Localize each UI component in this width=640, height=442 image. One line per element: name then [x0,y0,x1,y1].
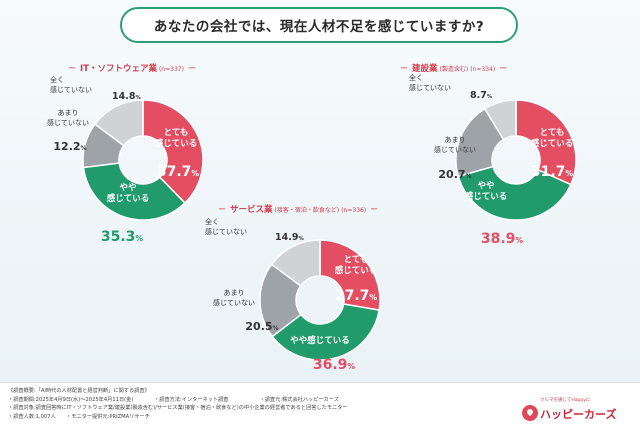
label-totemo: とても [164,128,189,138]
label-mattaku: 全く [205,217,219,226]
dash-left: ー [68,64,76,73]
value-totemo: 31.7% [531,164,574,180]
title-banner: あなたの会社では、現在人材不足を感じていますか? [120,7,518,43]
label-yaya: 感じている [465,191,508,202]
note-line: ・調査期間:2025年4月9日(水)〜2025年4月11日(金) ・調査方法:イ… [8,396,339,403]
dash-right: ー [499,64,508,73]
company-logo: クルマを通じてHappyに ハッピーカーズ [520,397,632,431]
header-service-sub: (接客・宿泊・飲食など) [274,207,340,214]
label-totemo: 感じている [155,138,198,149]
slice-mattaku [93,99,144,147]
label-amari: 感じていない [434,145,476,154]
slice-totemo [319,239,381,311]
label-totemo: とても [540,128,565,138]
label-mattaku: 感じていない [409,83,451,92]
note-line: ・調査人数:1,007人 ・モニター提供元:PRIZMAリサーチ [8,413,150,420]
note-line: ・調査対象:調査回答時にIT・ソフトウェア業/建設業(製造含む)/サービス業(接… [8,405,348,411]
label-yaya: やや [119,182,136,193]
label-amari: 感じていない [47,118,89,127]
slice-mattaku [483,99,517,141]
value-mattaku: 14.9% [275,232,304,243]
label-mattaku: 感じていない [205,227,247,236]
survey-notes: 《調査概要:「AI時代の人材配置と経営判断」に関する調査》 ・調査期間:2025… [8,387,348,421]
value-totemo: 37.7% [157,164,200,180]
header-service-n: (n=336) [341,207,367,214]
dash-left: ー [400,64,408,73]
slice-amari [455,107,505,178]
label-amari: あまり [58,109,79,117]
header-construction-sub: (製造含む) [439,66,469,73]
label-totemo: 感じている [335,265,378,276]
value-amari: 20.5% [245,320,278,333]
slice-mattaku [270,239,321,287]
slice-totemo [142,99,204,205]
dash-left: ー [218,205,226,214]
header-it-n: (n=337) [158,66,184,73]
slice-yaya [457,165,572,221]
label-mattaku: 全く [409,73,423,82]
page-title: あなたの会社では、現在人材不足を感じていますか? [153,19,485,35]
value-yaya: 38.9% [481,231,524,247]
header-it-name: IT・ソフトウェア業 [80,64,157,74]
dash-right: ー [370,205,379,214]
header-construction-name: 建設業 [412,64,438,74]
label-mattaku: 全く [50,75,64,84]
label-amari: あまり [224,289,245,297]
header-it: ー IT・ソフトウェア業 (n=337) ー [64,62,200,74]
slice-yaya [271,303,381,361]
value-amari: 12.2% [53,140,86,153]
value-mattaku: 8.7% [470,90,493,101]
header-service-name: サービス業 [230,205,273,215]
dash-right: ー [187,64,196,73]
value-totemo: 27.7% [335,288,378,304]
header-construction-n: (n=334) [470,66,496,73]
label-totemo: 感じている [531,138,574,149]
note-line: 《調査概要:「AI時代の人材配置と経営判断」に関する調査》 [8,388,150,394]
slice-totemo [515,99,577,186]
value-yaya: 35.3% [101,229,144,245]
label-amari: 感じていない [213,298,255,307]
slice-yaya [82,162,186,221]
label-yaya: やや [477,180,494,191]
logo-text: ハッピーカーズ [540,408,617,421]
label-amari: あまり [445,136,466,144]
value-amari: 20.7% [438,168,471,181]
footer: 《調査概要:「AI時代の人材配置と経営判断」に関する調査》 ・調査期間:2025… [0,382,640,442]
logo-tagline: クルマを通じてHappyに [540,398,591,403]
header-service: ー サービス業 (接客・宿泊・飲食など) (n=336) ー [214,203,382,215]
label-yaya: 感じている [107,193,150,204]
label-totemo: とても [344,255,369,265]
value-yaya: 36.9% [313,357,356,373]
header-construction: ー 建設業 (製造含む) (n=334) ー [396,62,511,74]
logo-mark-icon [522,405,538,421]
value-mattaku: 14.8% [112,91,141,102]
label-yaya: やや感じている [290,335,350,346]
label-mattaku: 感じていない [50,85,92,94]
